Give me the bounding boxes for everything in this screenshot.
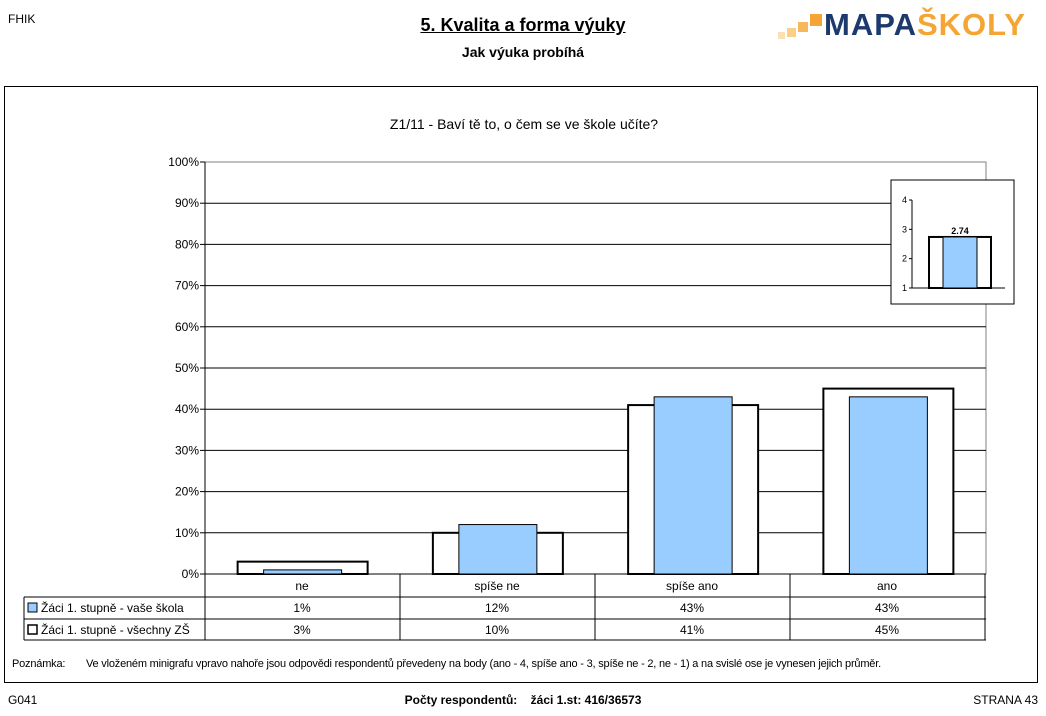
minichart-bars xyxy=(928,235,992,290)
y-tick-label: 10% xyxy=(175,526,199,540)
minichart-tick-label: 1 xyxy=(902,283,907,293)
minichart-tick-label: 3 xyxy=(902,224,907,234)
data-label: 43% xyxy=(680,601,704,615)
data-label: 10% xyxy=(485,623,509,637)
y-tick-label: 90% xyxy=(175,196,199,210)
footer-page: STRANA 43 xyxy=(973,693,1038,707)
page-subtitle: Jak výuka probíhá xyxy=(461,44,585,60)
legend-all-label: Žáci 1. stupně - všechny ZŠ xyxy=(41,622,190,637)
data-label: 45% xyxy=(875,623,899,637)
chart-title: Z1/11 - Baví tě to, o čem se ve škole uč… xyxy=(390,116,658,132)
data-label: 3% xyxy=(293,623,311,637)
logo-text-light: ŠKOLY xyxy=(916,7,1026,42)
y-tick-label: 100% xyxy=(168,155,199,169)
legend-swatch-school xyxy=(27,602,38,613)
minichart-tick-label: 4 xyxy=(902,195,907,205)
bars xyxy=(236,387,955,576)
logo-text-dark: MAPA xyxy=(824,7,917,42)
note-text: Ve vloženém minigrafu vpravo nahoře jsou… xyxy=(86,658,881,670)
respondents-label: Počty respondentů: xyxy=(404,693,518,707)
y-tick-label: 40% xyxy=(175,402,199,416)
note-label: Poznámka: xyxy=(12,658,66,670)
school-code: FHIK xyxy=(8,12,36,26)
y-tick-label: 60% xyxy=(175,320,199,334)
bar-your-school xyxy=(458,524,538,575)
legend-school-label: Žáci 1. stupně - vaše škola xyxy=(41,600,184,615)
footer-code: G041 xyxy=(8,693,38,707)
minichart-bar-your-school xyxy=(942,236,978,289)
bar-your-school xyxy=(848,396,928,575)
data-table: ne spíše ne spíše ano ano Žáci 1. stupně… xyxy=(23,573,986,641)
data-label: 12% xyxy=(485,601,509,615)
data-label: 1% xyxy=(293,601,311,615)
data-label: 41% xyxy=(680,623,704,637)
category-label: spíše ne xyxy=(474,579,520,593)
y-tick-label: 30% xyxy=(175,443,199,457)
y-tick-label: 20% xyxy=(175,485,199,499)
y-tick-label: 50% xyxy=(175,361,199,375)
bar-your-school xyxy=(263,569,343,575)
y-tick-label: 70% xyxy=(175,279,199,293)
minichart: 1 2 3 4 2.74 xyxy=(890,179,1015,305)
data-label: 43% xyxy=(875,601,899,615)
bar-your-school xyxy=(653,396,733,575)
minichart-value-label: 2.74 xyxy=(951,226,969,236)
category-label: spíše ano xyxy=(666,579,718,593)
page-title: 5. Kvalita a forma výuky xyxy=(420,15,626,35)
note: Poznámka: Ve vloženém minigrafu vpravo na… xyxy=(12,658,881,670)
category-label: ano xyxy=(877,579,897,593)
y-tick-label: 0% xyxy=(182,567,200,581)
y-axis: 0% 10% 20% 30% 40% 50% 60% 70% 80% 90% 100% xyxy=(168,155,206,581)
footer-respondents: Počty respondentů: žáci 1.st: 416/36573 xyxy=(0,693,1046,707)
y-tick-label: 80% xyxy=(175,237,199,251)
mapaskoly-logo: MAPAŠKOLY xyxy=(776,8,1028,42)
legend-swatch-all xyxy=(27,624,38,635)
minichart-tick-label: 2 xyxy=(902,254,907,264)
chart-frame xyxy=(4,86,1038,683)
logo-squares-icon xyxy=(778,14,822,39)
category-label: ne xyxy=(295,579,309,593)
respondents-value: žáci 1.st: 416/36573 xyxy=(530,693,642,707)
